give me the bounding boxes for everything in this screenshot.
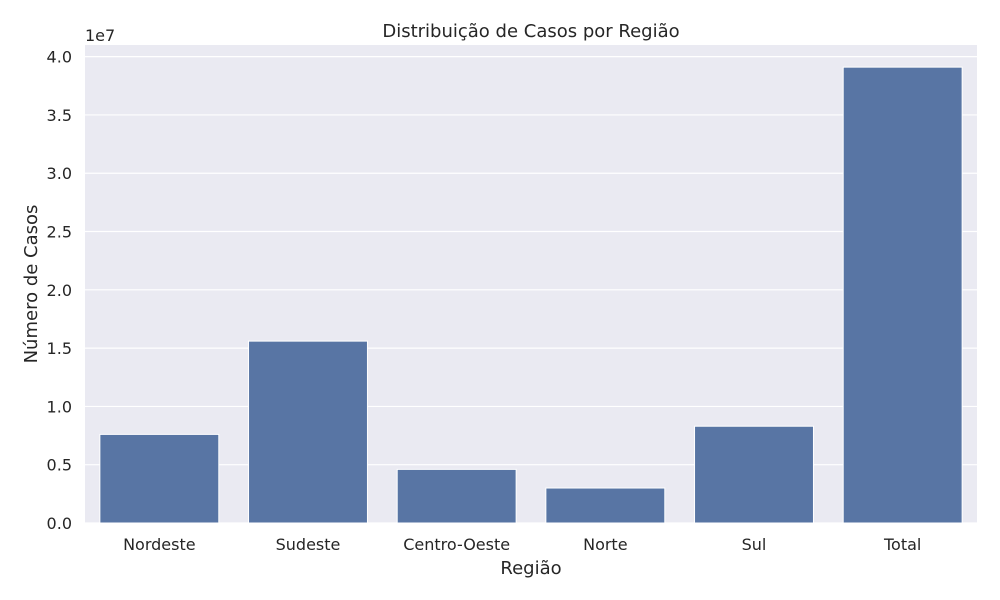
x-tick-label: Total xyxy=(883,535,921,554)
x-tick-label: Sul xyxy=(742,535,767,554)
bar-sul xyxy=(694,425,814,524)
bar-sudeste xyxy=(248,340,368,524)
chart-title: Distribuição de Casos por Região xyxy=(382,21,679,42)
bar-nordeste xyxy=(99,433,220,524)
y-offset-label: 1e7 xyxy=(85,26,115,45)
y-tick-label: 1.0 xyxy=(47,397,72,416)
bar-total xyxy=(842,66,963,524)
x-tick-labels: Nordeste Sudeste Centro-Oeste Norte Sul Total xyxy=(123,535,921,554)
bar-norte xyxy=(545,487,666,524)
x-tick-label: Sudeste xyxy=(276,535,341,554)
bars xyxy=(99,66,963,524)
grid-lines xyxy=(85,56,977,524)
y-tick-labels: 0.0 0.5 1.0 1.5 2.0 2.5 3.0 3.5 4.0 xyxy=(47,48,72,533)
x-tick-label: Nordeste xyxy=(123,535,196,554)
y-tick-label: 0.5 xyxy=(47,456,72,475)
y-axis-label: Número de Casos xyxy=(21,205,42,364)
plot-area xyxy=(85,45,977,523)
y-tick-label: 3.0 xyxy=(47,164,72,183)
y-tick-label: 2.0 xyxy=(47,281,72,300)
y-tick-label: 1.5 xyxy=(47,339,72,358)
x-axis-label: Região xyxy=(500,558,561,579)
x-tick-label: Norte xyxy=(583,535,627,554)
y-tick-label: 2.5 xyxy=(47,223,72,242)
y-tick-label: 4.0 xyxy=(47,48,72,67)
y-tick-label: 0.0 xyxy=(47,514,72,533)
x-tick-label: Centro-Oeste xyxy=(403,535,510,554)
bar-centro-oeste xyxy=(396,468,517,524)
y-tick-label: 3.5 xyxy=(47,106,72,125)
